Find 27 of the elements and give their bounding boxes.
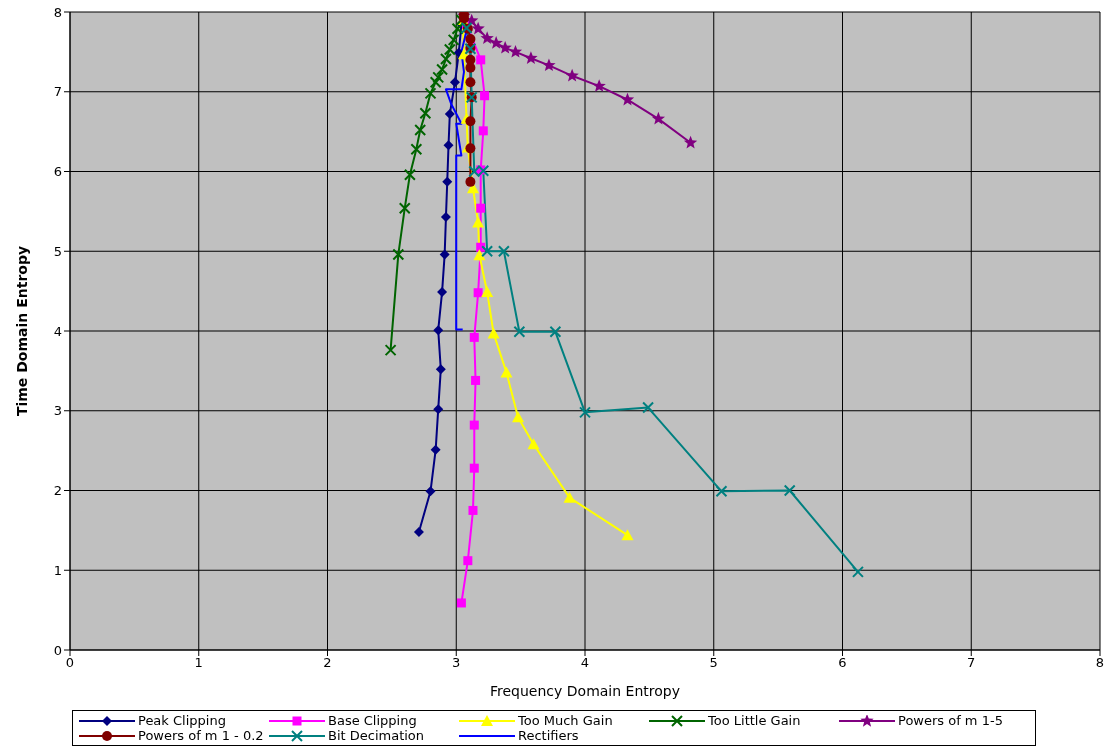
legend-label: Powers of m 1-5 (898, 713, 1003, 728)
x-tick-label: 2 (323, 655, 332, 671)
x-tick-label: 3 (452, 655, 461, 671)
y-tick-label: 5 (53, 243, 62, 259)
legend-label: Peak Clipping (138, 713, 226, 728)
y-tick-label: 7 (53, 84, 62, 100)
y-tick-label: 4 (53, 323, 62, 339)
y-tick-label: 3 (53, 403, 62, 419)
y-tick-label: 2 (53, 483, 62, 499)
y-tick-label: 0 (53, 642, 62, 658)
x-tick-label: 1 (194, 655, 203, 671)
x-tick-label: 0 (65, 655, 75, 671)
x-tick-label: 5 (709, 655, 718, 671)
legend-label: Powers of m 1 - 0.2 (138, 728, 264, 743)
legend-label: Rectifiers (518, 728, 579, 743)
x-axis-title: Frequency Domain Entropy (490, 683, 680, 699)
y-tick-label: 6 (53, 164, 62, 180)
legend-label: Base Clipping (328, 713, 417, 728)
legend-label: Too Much Gain (518, 713, 613, 728)
y-axis-title: Time Domain Entropy (13, 245, 30, 417)
y-tick-label: 1 (53, 562, 62, 578)
legend-label: Too Little Gain (708, 713, 801, 728)
x-tick-label: 7 (967, 655, 976, 671)
legend-label: Bit Decimation (328, 728, 425, 743)
x-tick-label: 4 (580, 655, 590, 671)
x-tick-label: 6 (838, 655, 847, 671)
x-tick-label: 8 (1095, 655, 1105, 671)
